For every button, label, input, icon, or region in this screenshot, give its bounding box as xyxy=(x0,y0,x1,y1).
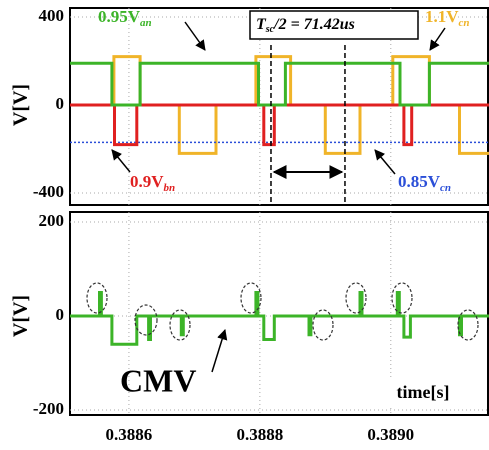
series-name: 1.1V xyxy=(425,7,459,26)
label-arrow xyxy=(184,21,206,51)
annotation: Tsc/2 = 71.42us xyxy=(256,16,355,36)
series-label: CMV xyxy=(120,362,196,398)
label-arrow xyxy=(374,149,396,175)
series-label: 0.95Van xyxy=(98,7,152,29)
annotation-text: T xyxy=(256,16,267,33)
series-name: 0.9V xyxy=(130,172,164,191)
x-tick-label: 0.3888 xyxy=(236,425,283,444)
label-arrow xyxy=(429,27,446,51)
x-axis-label: time[s] xyxy=(397,382,450,402)
series-sub: cn xyxy=(440,182,451,194)
series-label: 0.9Vbn xyxy=(130,172,175,194)
y-tick-label: 0 xyxy=(56,94,65,113)
series-name: 0.85V xyxy=(398,172,441,191)
series-label: 0.85Vcn xyxy=(398,172,451,194)
ellipses xyxy=(86,282,479,341)
annotation-sub: sc xyxy=(265,24,275,35)
y-tick-label: 400 xyxy=(39,6,65,25)
y-tick-label: 0 xyxy=(56,305,65,324)
y-tick-label: -200 xyxy=(33,399,64,418)
annotation-rest: /2 = 71.42us xyxy=(273,16,355,33)
label-arrow xyxy=(211,328,228,373)
x-tick-label: 0.3886 xyxy=(106,425,153,444)
series-label: 1.1Vcn xyxy=(425,7,470,29)
series-line xyxy=(70,61,489,107)
y-axis-label: V[V] xyxy=(10,295,32,337)
y-axis-label: V[V] xyxy=(10,84,32,126)
annotation-box xyxy=(249,10,419,40)
y-tick-label: 200 xyxy=(39,211,65,230)
series-sub: bn xyxy=(164,182,176,194)
series-line xyxy=(70,291,489,346)
x-label-box xyxy=(378,378,468,408)
series-line xyxy=(70,103,489,147)
x-tick-label: 0.3890 xyxy=(367,425,414,444)
series-name: 0.95V xyxy=(98,7,141,26)
y-tick-label: -400 xyxy=(33,182,64,201)
series-sub: an xyxy=(140,17,152,29)
series-sub: cn xyxy=(459,17,470,29)
label-arrow xyxy=(111,149,131,173)
